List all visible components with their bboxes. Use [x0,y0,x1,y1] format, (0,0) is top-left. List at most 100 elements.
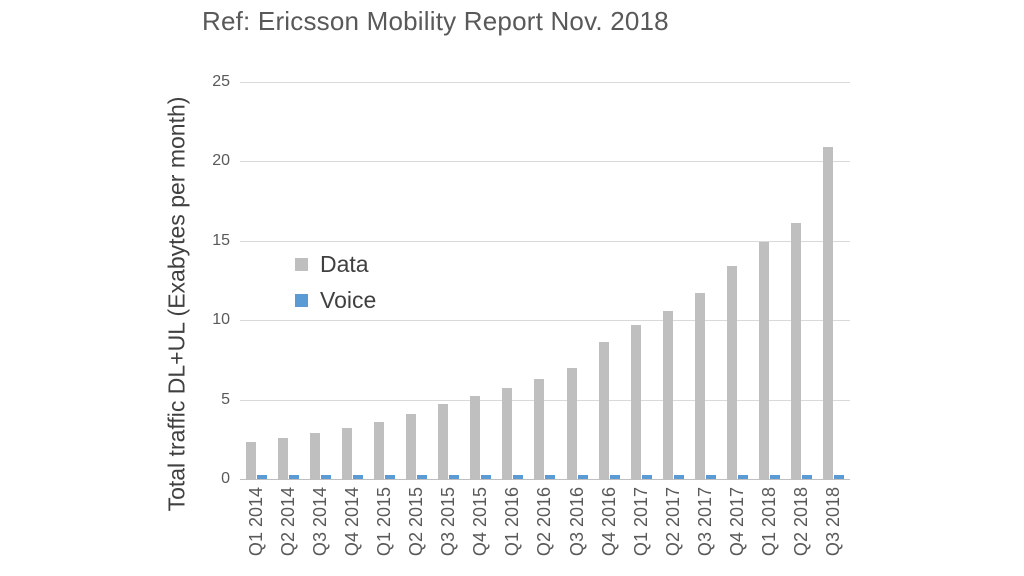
gridline-25 [240,82,850,83]
category-slot [689,82,721,479]
bar-data [598,342,609,479]
bar-voice [609,475,620,479]
bar-data [309,433,320,479]
gridline-10 [240,320,850,321]
bar-voice [577,475,588,479]
x-tick-label: Q2 2017 [657,487,689,573]
category-slot [561,82,593,479]
x-tick-label: Q1 2015 [368,487,400,573]
bar-data [406,414,417,479]
y-tick-label: 15 [212,232,230,249]
x-tick-label: Q1 2018 [754,487,786,573]
bar-data [373,422,384,479]
bar-voice [352,475,363,479]
bar-voice [384,475,395,479]
x-tick-label-text: Q2 2016 [534,487,555,557]
x-tick-label-text: Q4 2014 [341,487,362,557]
bar-data [662,311,673,479]
category-slot [722,82,754,479]
x-tick-label: Q4 2017 [722,487,754,573]
x-tick-label: Q1 2014 [240,487,272,573]
bar-voice [673,475,684,479]
x-tick-label: Q2 2015 [401,487,433,573]
category-slot [336,82,368,479]
category-slot [304,82,336,479]
x-tick-label-text: Q1 2015 [373,487,394,557]
x-tick-label: Q3 2016 [561,487,593,573]
x-tick-label: Q4 2014 [336,487,368,573]
category-slot [368,82,400,479]
y-tick-label: 5 [221,391,230,408]
legend-label-voice: Voice [320,287,377,313]
bar-voice [288,475,299,479]
bar-data [695,293,706,479]
x-tick-label-text: Q3 2016 [566,487,587,557]
legend-label-data: Data [320,251,369,277]
gridline-20 [240,161,850,162]
y-tick-label: 10 [212,311,230,328]
bar-data [277,438,288,479]
chart-title: Ref: Ericsson Mobility Report Nov. 2018 [202,6,669,36]
x-tick-label: Q1 2017 [625,487,657,573]
x-tick-label: Q2 2016 [529,487,561,573]
gridline-5 [240,400,850,401]
x-tick-label-text: Q3 2014 [309,487,330,557]
y-axis-tick-labels: 0 5 10 15 20 25 [0,73,230,487]
category-slot [818,82,850,479]
x-tick-label-text: Q3 2015 [438,487,459,557]
x-tick-label-text: Q2 2017 [662,487,683,557]
x-tick-label: Q4 2016 [593,487,625,573]
x-axis-tick-labels: Q1 2014 Q2 2014 Q3 2014 Q4 2014 Q1 2015 Q2 20… [240,487,850,573]
y-tick-label: 20 [212,152,230,169]
category-slot [433,82,465,479]
legend-swatch-voice [295,294,308,307]
y-tick-label: 25 [212,73,230,90]
bar-voice [481,475,492,479]
category-slot [240,82,272,479]
bar-data [630,325,641,479]
bar-voice [256,475,267,479]
bar-voice [513,475,524,479]
category-slot [625,82,657,479]
bar-data [245,442,256,479]
bar-data [438,404,449,479]
x-tick-label-text: Q3 2017 [695,487,716,557]
x-tick-label: Q4 2015 [465,487,497,573]
bar-data [566,368,577,479]
category-slot [401,82,433,479]
x-tick-label-text: Q4 2017 [727,487,748,557]
x-tick-label: Q3 2014 [304,487,336,573]
plot-area [240,82,850,480]
x-tick-label-text: Q1 2018 [759,487,780,557]
legend: Data Voice [295,251,376,323]
x-tick-label: Q1 2016 [497,487,529,573]
x-tick-label-text: Q1 2017 [630,487,651,557]
bar-data [759,242,770,479]
category-slot [593,82,625,479]
gridline-15 [240,241,850,242]
bar-voice [320,475,331,479]
x-tick-label-text: Q1 2014 [245,487,266,557]
legend-swatch-data [295,258,308,271]
bar-data [791,223,802,479]
bar-data [470,396,481,479]
category-slot [272,82,304,479]
bar-voice [449,475,460,479]
bar-voice [738,475,749,479]
bar-data [534,379,545,479]
x-tick-label-text: Q1 2016 [502,487,523,557]
bar-data [502,388,513,479]
bar-voice [641,475,652,479]
x-tick-label-text: Q2 2015 [406,487,427,557]
bar-data [727,266,738,479]
bar-voice [770,475,781,479]
x-tick-label-text: Q3 2018 [823,487,844,557]
legend-item-data: Data [295,251,376,278]
category-slot [754,82,786,479]
x-tick-label: Q2 2018 [786,487,818,573]
y-tick-label: 0 [221,470,230,487]
x-tick-label: Q3 2018 [818,487,850,573]
bar-voice [834,475,845,479]
legend-item-voice: Voice [295,287,376,314]
bar-data [341,428,352,479]
